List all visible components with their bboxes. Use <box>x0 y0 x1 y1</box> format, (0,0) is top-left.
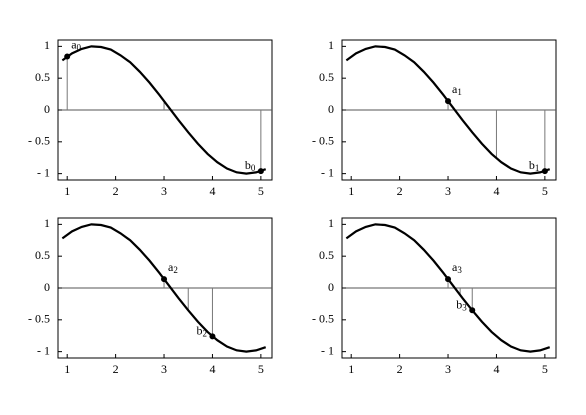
point-label: a1 <box>452 82 462 97</box>
x-tick-label: 2 <box>397 184 403 198</box>
y-tick-label: 1 <box>328 216 334 230</box>
x-tick-label: 1 <box>348 362 354 376</box>
y-tick-label: 0.5 <box>319 70 334 84</box>
y-tick-label: - 1 <box>321 343 334 357</box>
y-tick-label: - 1 <box>37 165 50 179</box>
x-tick-label: 4 <box>493 362 499 376</box>
point <box>445 98 452 105</box>
y-tick-label: 0.5 <box>35 248 50 262</box>
x-tick-label: 3 <box>161 362 167 376</box>
curve <box>61 45 267 175</box>
y-tick-label: 0.5 <box>35 70 50 84</box>
point <box>209 333 216 340</box>
point-label: a3 <box>452 260 462 275</box>
x-tick-label: 5 <box>258 362 264 376</box>
x-tick-label: 1 <box>64 184 70 198</box>
y-tick-label: 1 <box>328 38 334 52</box>
y-tick-label: - 0.5 <box>312 134 334 148</box>
x-tick-label: 4 <box>493 184 499 198</box>
x-tick-label: 4 <box>209 184 215 198</box>
x-tick-label: 2 <box>113 184 119 198</box>
y-tick-label: - 1 <box>321 165 334 179</box>
y-tick-label: 1 <box>44 216 50 230</box>
y-tick-label: - 0.5 <box>28 134 50 148</box>
x-tick-label: 1 <box>64 362 70 376</box>
y-tick-label: 0.5 <box>319 248 334 262</box>
point <box>64 53 71 60</box>
y-tick-label: 0 <box>44 280 50 294</box>
y-tick-label: 0 <box>328 280 334 294</box>
y-tick-label: 0 <box>328 102 334 116</box>
y-tick-label: 1 <box>44 38 50 52</box>
point <box>445 276 452 283</box>
x-tick-label: 2 <box>397 362 403 376</box>
point <box>541 168 548 175</box>
x-tick-label: 2 <box>113 362 119 376</box>
x-tick-label: 3 <box>445 184 451 198</box>
y-tick-label: 0 <box>44 102 50 116</box>
point <box>469 307 476 314</box>
y-tick-label: - 1 <box>37 343 50 357</box>
x-tick-label: 5 <box>258 184 264 198</box>
point-label: b0 <box>245 158 256 173</box>
x-tick-label: 4 <box>209 362 215 376</box>
y-tick-label: - 0.5 <box>28 312 50 326</box>
x-tick-label: 5 <box>542 184 548 198</box>
point-label: a2 <box>168 260 178 275</box>
point-label: b3 <box>456 297 467 312</box>
point-label: a0 <box>71 37 81 52</box>
point-label: b2 <box>196 323 207 338</box>
x-tick-label: 3 <box>445 362 451 376</box>
y-tick-label: - 0.5 <box>312 312 334 326</box>
point <box>161 276 168 283</box>
point-label: b1 <box>529 158 540 173</box>
x-tick-label: 3 <box>161 184 167 198</box>
point <box>257 168 264 175</box>
x-tick-label: 5 <box>542 362 548 376</box>
x-tick-label: 1 <box>348 184 354 198</box>
